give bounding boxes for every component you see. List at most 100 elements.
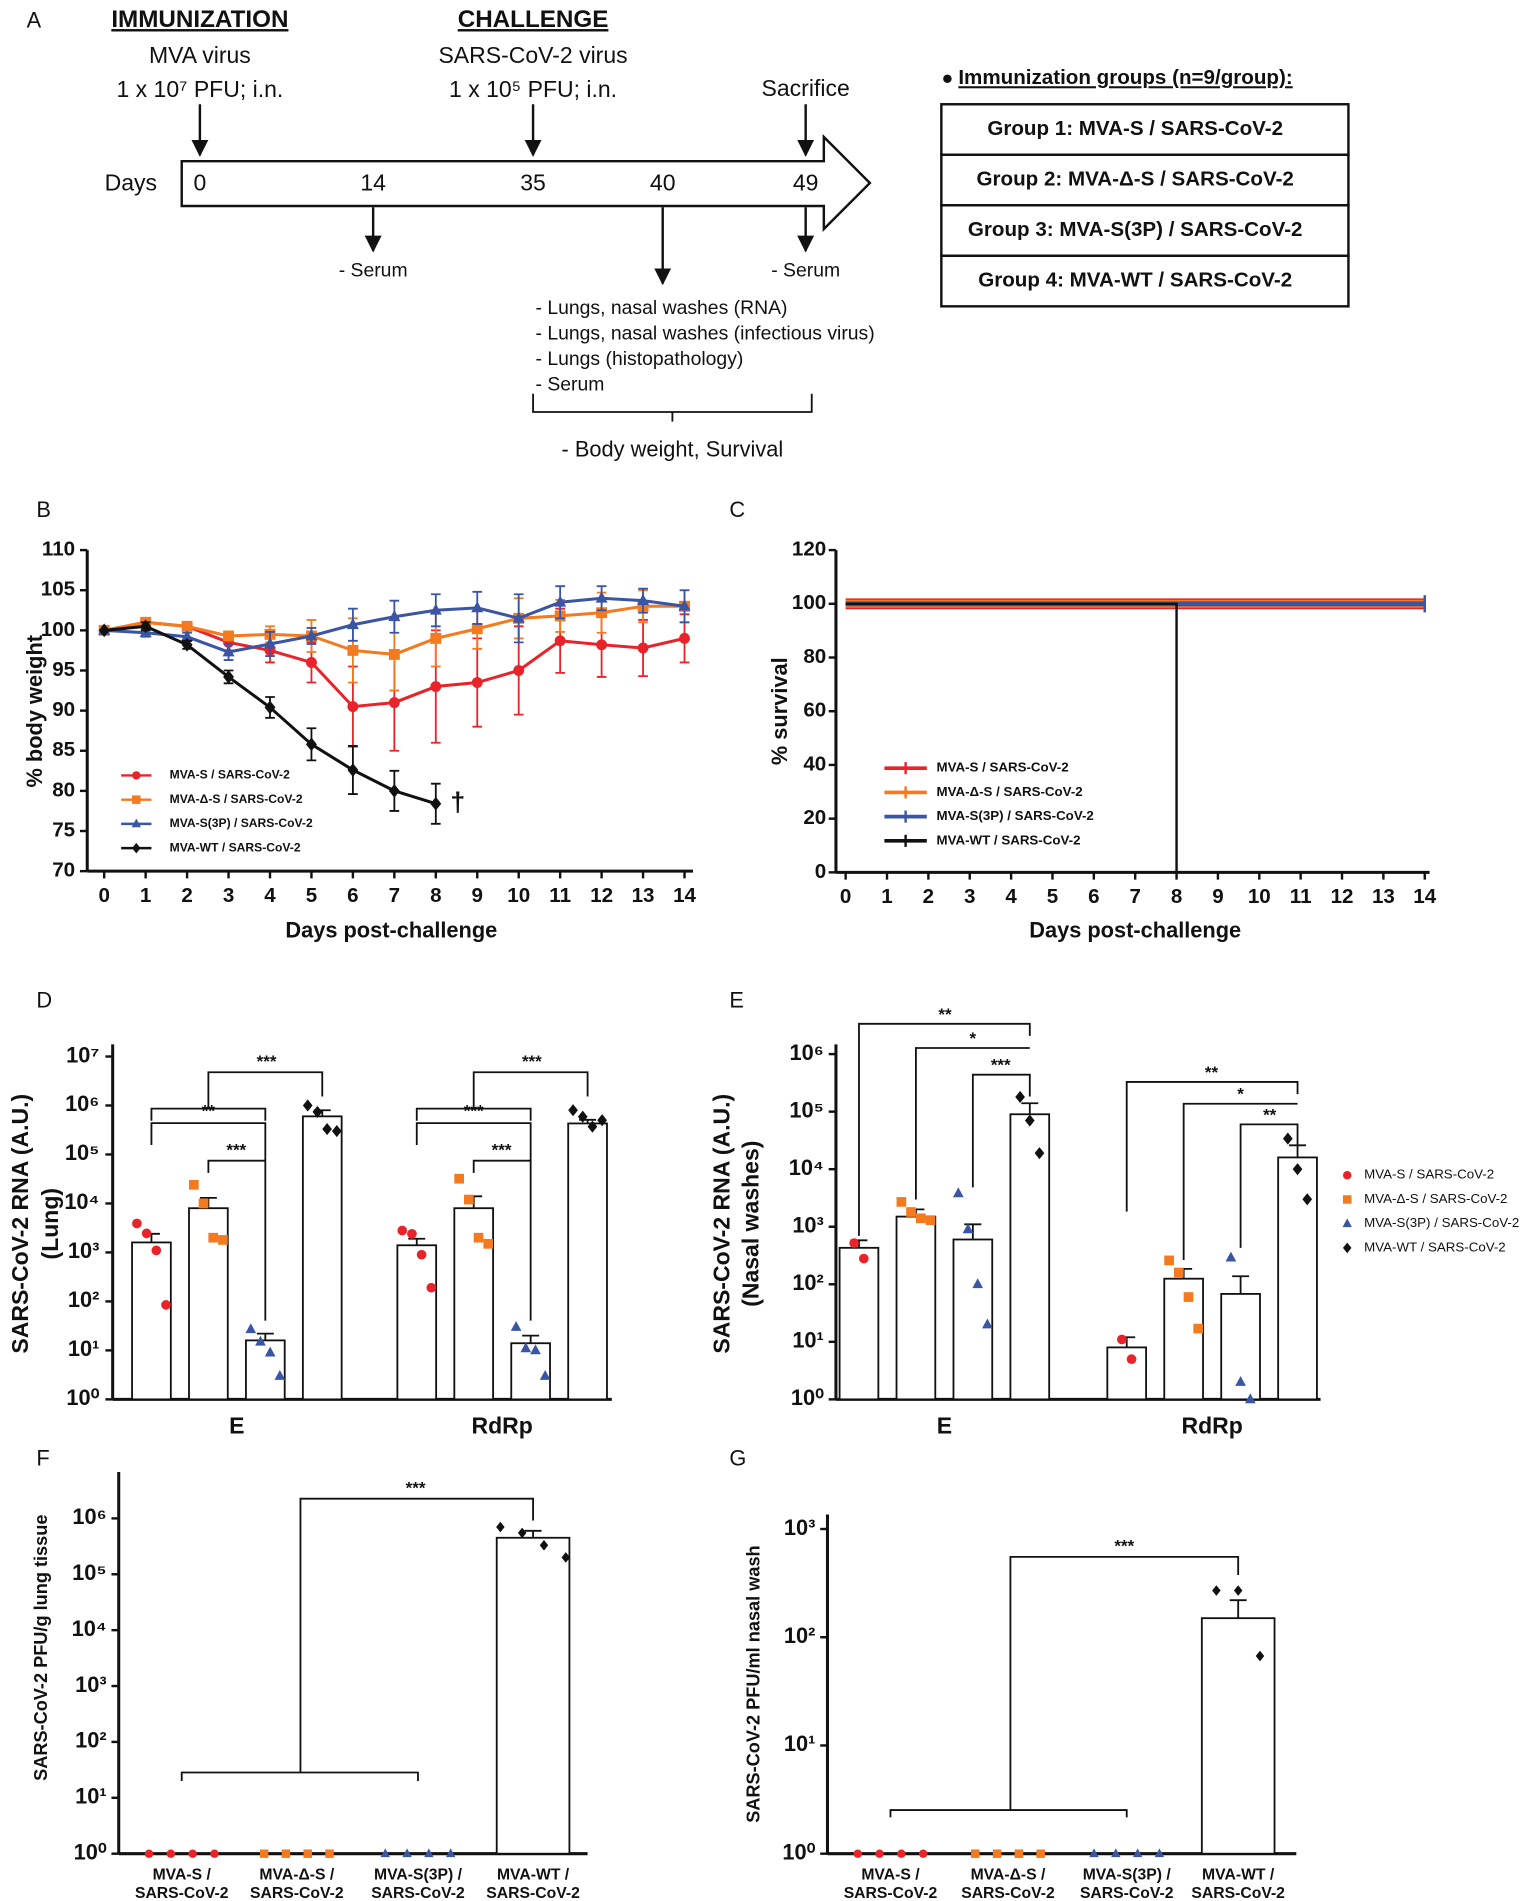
annotation: † [450,787,465,817]
y-tick-label: 90 [52,698,75,721]
x-tick-label: MVA-S(3P) / [374,1867,463,1884]
marker [454,1173,465,1184]
marker [918,1849,928,1858]
x-tick-label: E [229,1412,244,1438]
y-tick-label: 10⁰ [66,1385,99,1410]
x-tick-label: MVA-S(3P) / [1083,1867,1172,1884]
marker [678,599,691,611]
marker [1235,1375,1246,1386]
significance-label: * [1237,1085,1244,1104]
y-tick-label: 10⁵ [789,1097,823,1122]
marker [679,632,690,644]
y-tick-label: 10¹ [68,1336,100,1361]
x-tick-label: RdRp [1181,1412,1242,1438]
marker [223,630,234,642]
marker [1036,1849,1045,1858]
chart-panel: D 10⁰ 10¹ 10² 10³ 10⁴ 10⁵ 10⁶ 10⁷ SARS-CoV-2 RNA … [7,988,612,1438]
legend-marker [132,795,141,804]
y-axis-title: SARS-CoV-2 RNA (A.U.) [708,1094,734,1354]
marker [992,1849,1002,1858]
bar [838,1246,880,1401]
error-bar [256,1332,274,1341]
legend-label: MVA-WT / SARS-CoV-2 [937,832,1081,847]
x-tick-label: MVA-S / [861,1867,920,1884]
y-axis-title: % body weight [22,635,47,788]
x-tick-label: RdRp [472,1412,533,1438]
marker [1154,1848,1165,1858]
day-label: 49 [793,169,819,195]
x-tick-label: SARS-CoV-2 [961,1885,1055,1901]
significance-label: *** [522,1052,542,1071]
legend-marker [1342,1170,1352,1180]
legend-marker [1342,1242,1352,1254]
y-tick-label: 10⁶ [72,1504,106,1529]
y-tick-label: 10⁵ [72,1560,106,1585]
bar [301,1115,343,1401]
legend-label: MVA-WT / SARS-CoV-2 [170,840,301,854]
marker [305,629,318,641]
marker [325,1849,334,1858]
marker [430,681,442,692]
significance-label: *** [492,1140,512,1159]
marker [305,657,317,668]
bar [396,1244,438,1401]
bar [131,1241,172,1401]
x-tick-label: 11 [549,884,571,907]
chart-panel: G 10⁰ 10¹ 10² 10³ SARS-CoV-2 PFU/ml nasal was… [729,1446,1297,1901]
panel-label: C [729,497,745,522]
marker [596,607,608,619]
y-axis-title: SARS-CoV-2 PFU/ml nasal wash [744,1545,764,1822]
marker [402,1848,412,1858]
marker [188,1849,197,1858]
x-tick-label: 5 [306,884,317,907]
y-tick-label: 10³ [792,1212,824,1237]
y-tick-label: 120 [792,538,826,561]
x-tick-label: 13 [632,884,655,907]
bar [895,1215,937,1401]
marker [858,1253,869,1264]
legend-label: MVA-S / SARS-CoV-2 [1364,1167,1494,1182]
marker [181,620,193,632]
x-tick-label: 6 [1088,885,1099,908]
marker [512,611,525,623]
group-box [940,103,1350,156]
significance-bracket [415,1122,532,1321]
x-tick-label: SARS-CoV-2 [135,1885,229,1901]
x-tick-label: 10 [507,884,530,907]
marker [263,637,276,649]
y-tick-label: 10² [68,1287,100,1312]
bar [1277,1156,1318,1401]
x-tick-label: 3 [964,885,975,908]
y-tick-label: 10³ [784,1515,816,1540]
marker [305,737,317,752]
error-bar [1229,1599,1247,1619]
marker [388,784,400,798]
y-axis-title: (Nasal washes) [737,1141,763,1307]
y-tick-label: 10⁰ [74,1839,107,1864]
marker [166,1849,176,1858]
marker [554,595,567,607]
marker [144,1849,154,1858]
significance-bracket [1239,1123,1299,1248]
significance-label: * [970,1029,977,1048]
marker [1173,1267,1184,1278]
marker [637,642,649,654]
significance-label: *** [1114,1537,1134,1556]
marker [510,1320,522,1331]
y-tick-label: 85 [52,738,75,761]
marker [424,1848,434,1858]
marker [1233,1585,1243,1596]
group-label: Group 2: MVA-Δ-S / SARS-CoV-2 [977,168,1294,191]
marker [561,1552,571,1563]
marker [98,623,110,638]
error-bar [1289,1144,1307,1158]
timeline [180,134,872,232]
x-tick-label: 5 [1047,885,1058,908]
x-tick-label: 4 [264,884,276,907]
marker [245,1323,257,1334]
x-tick-label: 7 [1129,885,1140,908]
marker [471,677,483,688]
marker [596,639,608,651]
y-tick-label: 10⁵ [65,1140,99,1165]
bar [1163,1277,1204,1401]
